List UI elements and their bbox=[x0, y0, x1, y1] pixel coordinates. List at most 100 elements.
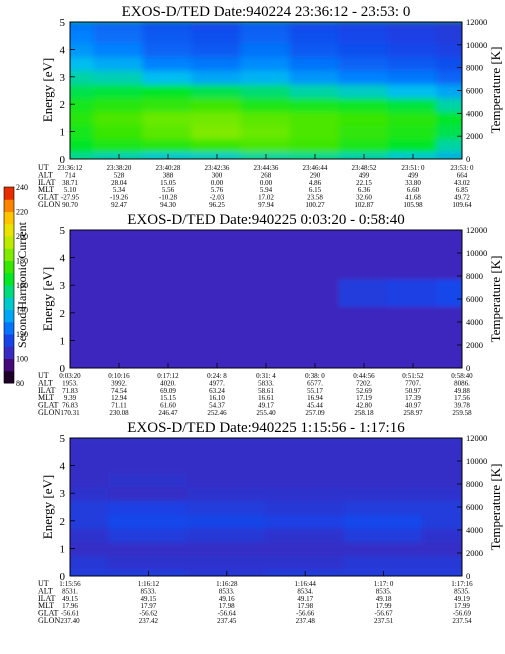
heatmap-cell bbox=[289, 82, 341, 99]
y2-tick-label: 4000 bbox=[466, 525, 483, 535]
heatmap-cell bbox=[240, 27, 292, 44]
heatmap-cell bbox=[436, 304, 462, 321]
table-cell: 23:40:28 bbox=[156, 164, 181, 172]
y-tick-label: 1 bbox=[60, 335, 66, 347]
heatmap-cell bbox=[436, 332, 462, 349]
heatmap-cell bbox=[70, 568, 111, 576]
table-cell: 237.48 bbox=[296, 617, 316, 625]
table-cell: 15.15 bbox=[160, 394, 176, 402]
heatmap-cell bbox=[142, 291, 194, 307]
table-cell: 23:46:44 bbox=[303, 164, 328, 172]
table-cell: 52.69 bbox=[356, 387, 372, 395]
table-cell: 4.86 bbox=[309, 179, 322, 187]
heatmap-cell bbox=[142, 277, 194, 294]
table-cell: 5.34 bbox=[113, 186, 126, 194]
table-cell: 0:10:16 bbox=[108, 372, 130, 380]
heatmap-cell bbox=[70, 22, 96, 30]
heatmap-cell bbox=[191, 230, 243, 238]
table-cell: 714 bbox=[65, 171, 76, 179]
y2-tick-label: 8000 bbox=[466, 479, 483, 489]
table-cell: 17.19 bbox=[356, 394, 372, 402]
heatmap-cell bbox=[93, 291, 145, 307]
heatmap-cell bbox=[265, 540, 346, 557]
colorbar-label: Second Harmonic Current bbox=[15, 221, 29, 348]
table-cell: 102.87 bbox=[354, 201, 374, 209]
heatmap-cell bbox=[93, 249, 145, 266]
table-cell: 54.37 bbox=[209, 402, 225, 410]
heatmap-cell bbox=[240, 110, 292, 126]
table-cell: 5.76 bbox=[211, 186, 224, 194]
y2-tick-label: 12000 bbox=[466, 433, 487, 443]
heatmap-cell bbox=[70, 41, 96, 58]
heatmap-cell bbox=[289, 263, 341, 280]
heatmap-cell bbox=[70, 123, 96, 140]
heatmap-cell bbox=[142, 230, 194, 238]
table-cell: 0:51:52 bbox=[402, 372, 424, 380]
heatmap-cell bbox=[265, 485, 346, 502]
y-tick-label: 5 bbox=[60, 17, 66, 29]
table-cell: 1953. bbox=[62, 379, 78, 387]
colorbar-tick-label: 240 bbox=[16, 183, 28, 192]
heatmap-cell bbox=[436, 230, 462, 238]
y-tick-label: 2 bbox=[60, 99, 66, 111]
heatmap-cell bbox=[191, 110, 243, 126]
table-cell: 0.00 bbox=[211, 179, 224, 187]
y-tick-label: 0 bbox=[60, 363, 66, 375]
y2-axis-label: Temperature [K] bbox=[488, 464, 503, 551]
table-cell: 17.98 bbox=[297, 602, 313, 610]
panel-1: EXOS-D/TED Date:940224 23:36:12 - 23:53:… bbox=[38, 4, 503, 209]
heatmap-cell bbox=[93, 304, 145, 321]
heatmap-cell bbox=[142, 41, 194, 58]
heatmap-cell bbox=[191, 82, 243, 99]
table-cell: 300 bbox=[212, 171, 223, 179]
table-cell: 49.17 bbox=[297, 595, 313, 603]
heatmap-cell bbox=[343, 457, 424, 474]
heatmap-cell bbox=[289, 123, 341, 140]
table-cell: 109.64 bbox=[452, 201, 472, 209]
y2-axis: 0 2000 4000 6000 8000 10000 12000 bbox=[457, 225, 487, 373]
heatmap-cell bbox=[338, 249, 390, 266]
heatmap-cell bbox=[338, 82, 390, 99]
heatmap-cell bbox=[142, 249, 194, 266]
heatmap-cell bbox=[186, 443, 267, 460]
heatmap-cell bbox=[338, 137, 390, 154]
heatmap-cell bbox=[436, 110, 462, 126]
heatmap-cell bbox=[436, 27, 462, 44]
heatmap-cell bbox=[142, 110, 194, 126]
heatmap-cell bbox=[70, 277, 96, 294]
heatmap-cell bbox=[70, 151, 96, 159]
table-cell: -56.66 bbox=[296, 610, 315, 618]
table-cell: 0:44:56 bbox=[353, 372, 375, 380]
heatmap-cell bbox=[186, 526, 267, 543]
y-tick-label: 3 bbox=[60, 72, 66, 84]
heatmap-cell bbox=[436, 277, 462, 294]
y-tick-label: 5 bbox=[60, 433, 66, 445]
heatmap-cell bbox=[93, 235, 145, 252]
table-cell: -56.61 bbox=[61, 610, 80, 618]
heatmap-cell bbox=[436, 82, 462, 99]
table-cell: 49.15 bbox=[62, 595, 78, 603]
heatmap-cell bbox=[387, 123, 439, 140]
heatmap-cell bbox=[93, 230, 145, 238]
y-tick-label: 4 bbox=[60, 44, 66, 56]
heatmap-cell bbox=[436, 249, 462, 266]
heatmap-cell bbox=[93, 277, 145, 294]
heatmap-cell bbox=[186, 512, 267, 529]
heatmap-cell bbox=[191, 318, 243, 335]
table-cell: 23:44:36 bbox=[254, 164, 279, 172]
table-cell: -19.26 bbox=[110, 194, 129, 202]
table-cell: 23:36:12 bbox=[58, 164, 83, 172]
table-cell: 49.18 bbox=[376, 595, 392, 603]
heatmap-cell bbox=[436, 318, 462, 335]
heatmap-cell bbox=[421, 554, 462, 571]
y-tick-label: 2 bbox=[60, 516, 66, 528]
heatmap-cell bbox=[108, 485, 189, 502]
heatmap-cell bbox=[343, 499, 424, 515]
heatmap-cell bbox=[343, 443, 424, 460]
y2-tick-label: 12000 bbox=[466, 17, 487, 27]
heatmap-cell bbox=[338, 96, 390, 113]
heatmap-cell bbox=[70, 540, 111, 557]
table-cell: 290 bbox=[310, 171, 321, 179]
heatmap-cell bbox=[436, 137, 462, 154]
table-cell: 5.56 bbox=[162, 186, 175, 194]
